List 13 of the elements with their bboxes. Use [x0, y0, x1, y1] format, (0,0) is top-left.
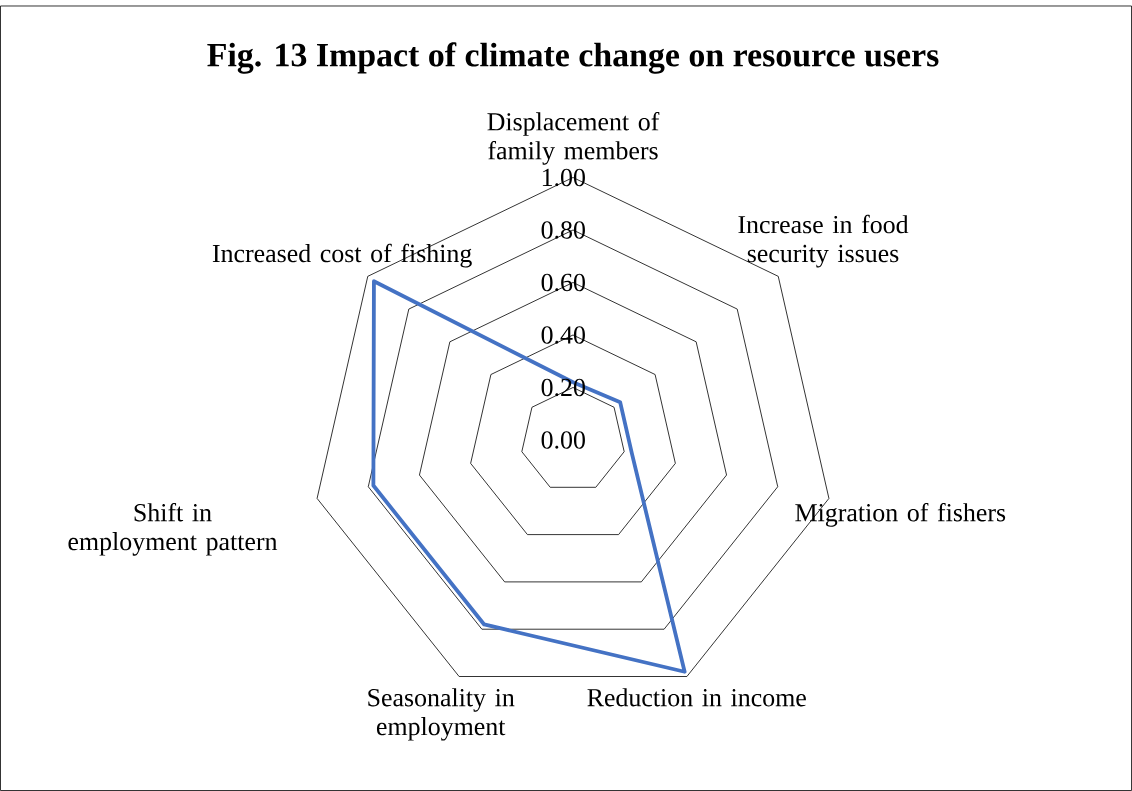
- y-tick-label: 1.00: [542, 168, 585, 187]
- spoke-label: Migration of fishers: [795, 502, 1006, 527]
- spoke-label: Increase in food security issues: [738, 214, 909, 268]
- spoke-label: Reduction in income: [587, 688, 806, 707]
- spoke-label: Displacement of family members: [487, 112, 660, 165]
- spoke-label: Increased cost of fishing: [212, 243, 472, 268]
- chart-title: Fig. 13 Impact of climate change on resource users: [207, 42, 939, 74]
- y-tick-label: 0.80: [541, 221, 585, 239]
- y-tick-label: 0.00: [541, 431, 585, 449]
- y-tick-label: 0.60: [541, 273, 585, 292]
- spoke-label: Seasonality in employment: [368, 688, 515, 741]
- y-tick-label: 0.40: [541, 326, 585, 344]
- spoke-label: Shift in employment pattern: [68, 502, 278, 556]
